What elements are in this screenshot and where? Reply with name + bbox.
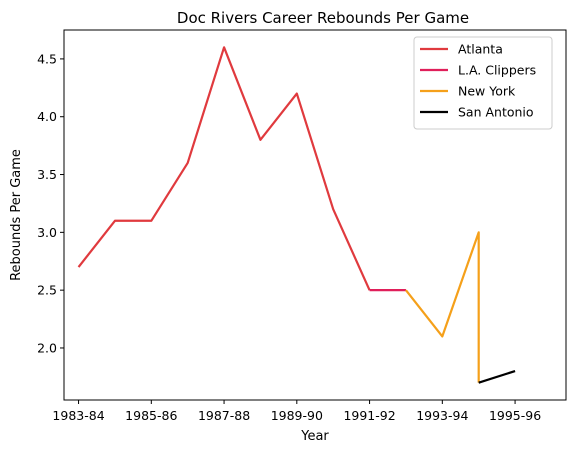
series-line-3 <box>478 370 516 384</box>
x-tick-label: 1989-90 <box>271 408 323 423</box>
y-tick-label: 4.0 <box>37 109 57 124</box>
x-tick-label: 1991-92 <box>343 408 395 423</box>
series-lines <box>77 46 516 384</box>
x-tick-label: 1985-86 <box>125 408 177 423</box>
y-tick-label: 2.5 <box>37 283 57 298</box>
x-tick-label: 1993-94 <box>416 408 468 423</box>
y-tick-label: 3.0 <box>37 225 57 240</box>
legend-label: L.A. Clippers <box>458 63 536 78</box>
y-tick-label: 2.0 <box>37 340 57 355</box>
y-tick-label: 4.5 <box>37 51 57 66</box>
x-tick-label: 1987-88 <box>198 408 250 423</box>
x-tick-label: 1995-96 <box>489 408 541 423</box>
legend-label: New York <box>458 84 516 99</box>
y-axis-label: Rebounds Per Game <box>9 149 24 281</box>
series-line-2 <box>405 231 480 383</box>
plot-frame <box>63 29 567 401</box>
y-axis: 2.0 2.5 3.0 3.5 4.0 4.5 <box>37 51 64 355</box>
legend-label: San Antonio <box>458 105 534 120</box>
legend-label: Atlanta <box>458 42 503 57</box>
x-tick-label: 1983-84 <box>52 408 104 423</box>
series-line-0 <box>77 46 371 291</box>
y-tick-label: 3.5 <box>37 167 57 182</box>
legend: Atlanta L.A. Clippers New York San Antonio <box>413 36 553 130</box>
x-axis-label: Year <box>300 429 329 444</box>
x-axis: 1983-84 1985-86 1987-88 1989-90 1991-92 1993-… <box>52 400 541 423</box>
chart-title: Doc Rivers Career Rebounds Per Game <box>177 9 469 27</box>
legend-box <box>413 36 553 130</box>
